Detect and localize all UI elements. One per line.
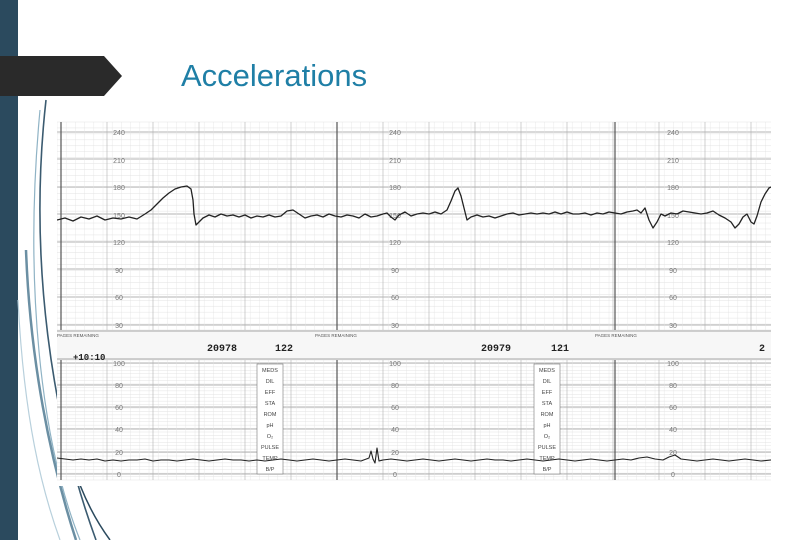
decorative-lines — [17, 99, 111, 540]
page-serial: 20979 — [481, 344, 511, 355]
fhr-grid — [57, 121, 771, 331]
uc-scale-label: 100 — [667, 361, 679, 368]
uc-scale-label: 100 — [113, 361, 125, 368]
fhr-scale-left: 240 210 180 150 120 90 60 30 — [113, 130, 125, 330]
info-box-label: pH — [543, 423, 550, 429]
uc-scale-label: 40 — [669, 427, 677, 434]
fhr-trace — [57, 185, 771, 229]
uc-scale-label: 80 — [669, 383, 677, 390]
info-box-label: TEMP — [539, 456, 555, 462]
pages-remaining-label: PAGES REMAINING — [595, 333, 637, 338]
info-box-label: STA — [542, 401, 553, 407]
fhr-scale-label: 180 — [389, 185, 401, 192]
fhr-scale-middle: 240 210 180 150 120 90 60 30 — [389, 130, 401, 330]
fhr-scale-label: 210 — [389, 158, 401, 165]
fhr-scale-label: 30 — [115, 323, 123, 330]
info-box-label: pH — [266, 423, 273, 429]
info-box: MEDS DIL EFF STA ROM pH O₂ PULSE TEMP B/… — [256, 363, 284, 475]
fhr-scale-label: 30 — [391, 323, 399, 330]
fhr-scale-label: 90 — [115, 268, 123, 275]
info-box-label: O₂ — [544, 434, 550, 440]
info-box-label: MEDS — [539, 368, 555, 374]
paper-band: PAGES REMAINING PAGES REMAINING PAGES RE… — [57, 330, 771, 363]
info-box-label: PULSE — [538, 445, 556, 451]
uc-scale-label: 20 — [391, 450, 399, 457]
info-box-label: DIL — [266, 379, 275, 385]
info-box-label: B/P — [266, 467, 275, 473]
info-box-label: EFF — [265, 390, 276, 396]
fhr-scale-label: 150 — [667, 213, 679, 220]
slide-title: Accelerations — [181, 58, 368, 93]
uc-scale-middle: 100 80 60 40 20 0 — [389, 361, 401, 479]
info-box-label: DIL — [543, 379, 552, 385]
fhr-scale-label: 60 — [669, 295, 677, 302]
pages-remaining-label: PAGES REMAINING — [57, 333, 99, 338]
uc-scale-label: 40 — [115, 427, 123, 434]
pages-remaining-count: 122 — [275, 344, 293, 355]
fhr-scale-label: 180 — [113, 185, 125, 192]
fhr-scale-label: 120 — [667, 240, 679, 247]
uc-scale-label: 80 — [115, 383, 123, 390]
info-box-label: EFF — [542, 390, 553, 396]
fhr-scale-label: 150 — [113, 213, 125, 220]
uc-scale-label: 60 — [115, 405, 123, 412]
page-serial: 20978 — [207, 344, 237, 355]
fhr-scale-label: 120 — [389, 240, 401, 247]
fhr-scale-label: 150 — [389, 213, 401, 220]
fhr-scale-label: 60 — [115, 295, 123, 302]
uc-grid — [57, 359, 771, 481]
fhr-scale-right: 240 210 180 150 120 90 60 30 — [667, 130, 679, 330]
fhr-scale-label: 240 — [389, 130, 401, 137]
info-box-label: B/P — [543, 467, 552, 473]
fhr-scale-label: 120 — [113, 240, 125, 247]
pages-remaining-count: 121 — [551, 344, 569, 355]
info-box-label: TEMP — [262, 456, 278, 462]
uc-scale-label: 0 — [117, 472, 121, 479]
uc-scale-right: 100 80 60 40 20 0 — [667, 361, 679, 479]
info-box-label: ROM — [264, 412, 277, 418]
pages-remaining-label: PAGES REMAINING — [315, 333, 357, 338]
fhr-scale-label: 90 — [669, 268, 677, 275]
info-box-label: PULSE — [261, 445, 279, 451]
fhr-scale-label: 240 — [113, 130, 125, 137]
left-accent-band — [0, 0, 18, 540]
ctg-strip: 240 210 180 150 120 90 60 30 240 210 180… — [57, 118, 771, 486]
uc-scale-label: 60 — [391, 405, 399, 412]
fhr-scale-label: 90 — [391, 268, 399, 275]
info-box-label: MEDS — [262, 368, 278, 374]
uc-scale-left: 100 80 60 40 20 0 — [113, 361, 125, 479]
uc-scale-label: 0 — [671, 472, 675, 479]
uc-scale-label: 40 — [391, 427, 399, 434]
fhr-scale-label: 240 — [667, 130, 679, 137]
uc-scale-label: 60 — [669, 405, 677, 412]
fhr-scale-label: 60 — [391, 295, 399, 302]
info-box-label: O₂ — [267, 434, 273, 440]
title-tab-arrow — [0, 56, 122, 96]
uc-trace — [57, 447, 771, 464]
fhr-scale-label: 30 — [669, 323, 677, 330]
uc-scale-label: 80 — [391, 383, 399, 390]
page-serial-partial: 2 — [759, 344, 765, 355]
info-box-label: STA — [265, 401, 276, 407]
band-marker: +10:10 — [73, 353, 105, 363]
uc-scale-label: 20 — [115, 450, 123, 457]
fhr-scale-label: 180 — [667, 185, 679, 192]
uc-scale-label: 100 — [389, 361, 401, 368]
info-box: MEDS DIL EFF STA ROM pH O₂ PULSE TEMP B/… — [533, 363, 561, 475]
fhr-scale-label: 210 — [113, 158, 125, 165]
uc-scale-label: 20 — [669, 450, 677, 457]
fhr-scale-label: 210 — [667, 158, 679, 165]
info-box-label: ROM — [541, 412, 554, 418]
uc-scale-label: 0 — [393, 472, 397, 479]
